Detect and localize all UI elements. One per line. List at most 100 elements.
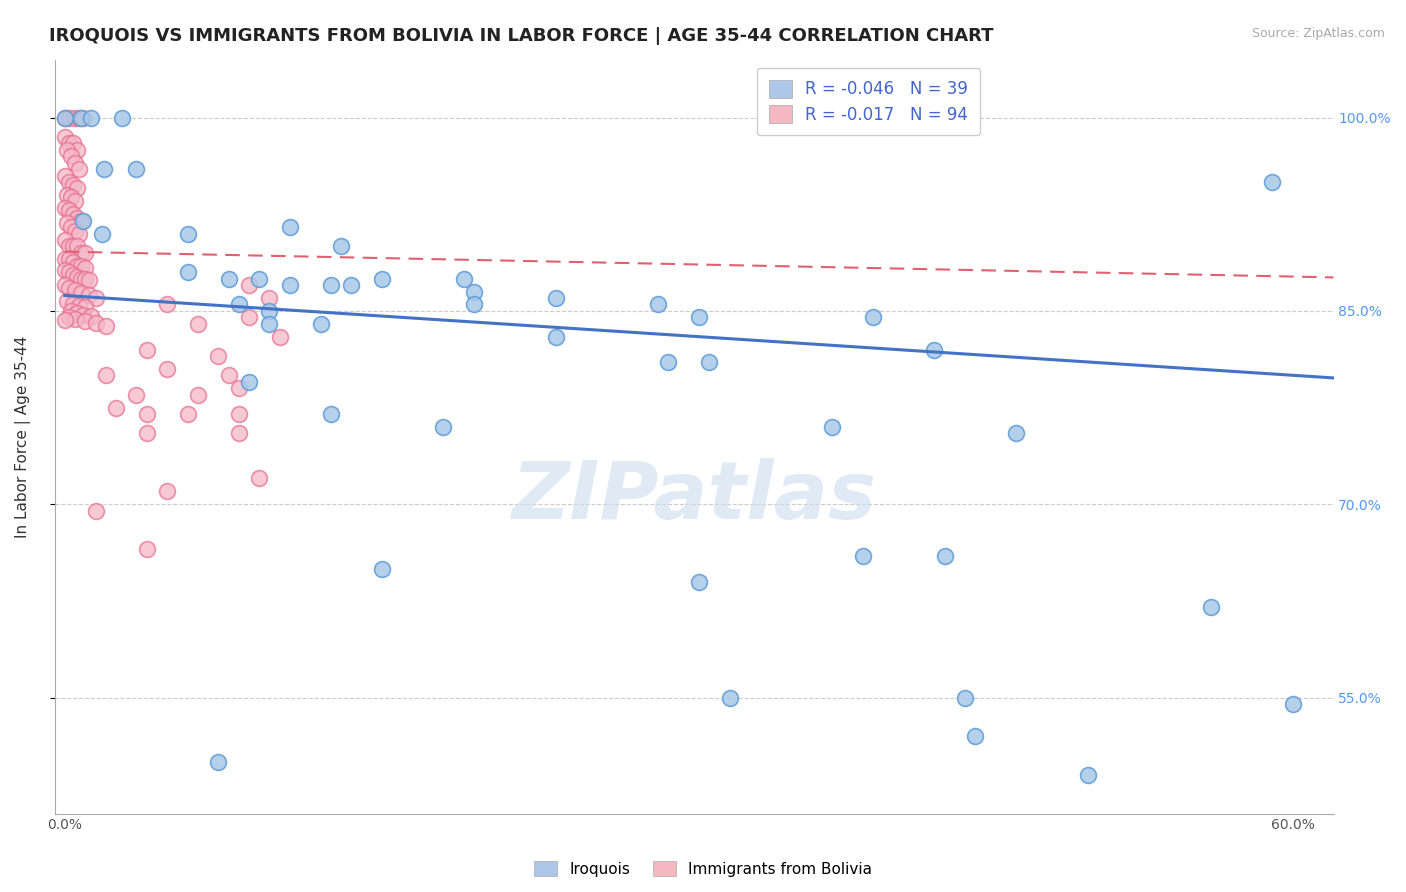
Point [218, 368, 240, 383]
Point [56, 293, 79, 308]
Point [330, 239, 353, 253]
Point [688, 574, 710, 589]
Point [59, 149, 82, 163]
Point [965, 729, 987, 743]
Point [94, 319, 117, 334]
Point [156, 362, 179, 376]
Point [371, 562, 394, 576]
Point [70, 259, 93, 273]
Point [63, 111, 86, 125]
Point [62, 207, 84, 221]
Point [176, 407, 198, 421]
Legend: R = -0.046   N = 39, R = -0.017   N = 94: R = -0.046 N = 39, R = -0.017 N = 94 [756, 68, 980, 136]
Point [80, 309, 103, 323]
Point [53, 262, 76, 277]
Point [862, 310, 884, 325]
Point [463, 285, 485, 299]
Point [79, 288, 101, 302]
Point [228, 426, 250, 441]
Point [53, 130, 76, 145]
Point [218, 271, 240, 285]
Point [66, 143, 89, 157]
Point [84, 504, 107, 518]
Point [657, 355, 679, 369]
Point [852, 549, 875, 563]
Point [56, 216, 79, 230]
Point [278, 278, 301, 293]
Point [135, 343, 157, 357]
Point [66, 259, 89, 273]
Point [67, 299, 90, 313]
Point [53, 201, 76, 215]
Point [70, 111, 93, 125]
Point [63, 155, 86, 169]
Point [67, 227, 90, 241]
Point [156, 297, 179, 311]
Point [156, 484, 179, 499]
Point [934, 549, 956, 563]
Point [125, 162, 148, 177]
Point [66, 211, 89, 226]
Point [1261, 175, 1284, 189]
Point [247, 471, 270, 485]
Point [70, 271, 93, 285]
Point [453, 271, 475, 285]
Point [53, 313, 76, 327]
Point [80, 111, 103, 125]
Point [319, 407, 342, 421]
Point [309, 317, 332, 331]
Point [53, 278, 76, 293]
Point [58, 111, 80, 125]
Text: IROQUOIS VS IMMIGRANTS FROM BOLIVIA IN LABOR FORCE | AGE 35-44 CORRELATION CHART: IROQUOIS VS IMMIGRANTS FROM BOLIVIA IN L… [49, 27, 994, 45]
Point [259, 291, 281, 305]
Point [319, 278, 342, 293]
Point [53, 252, 76, 267]
Point [58, 310, 80, 325]
Point [66, 181, 89, 195]
Point [94, 368, 117, 383]
Point [135, 407, 157, 421]
Point [1281, 697, 1303, 711]
Point [62, 255, 84, 269]
Point [58, 281, 80, 295]
Point [58, 265, 80, 279]
Point [371, 271, 394, 285]
Point [62, 268, 84, 282]
Point [135, 426, 157, 441]
Y-axis label: In Labor Force | Age 35-44: In Labor Force | Age 35-44 [15, 335, 31, 538]
Point [75, 300, 97, 314]
Point [67, 162, 90, 177]
Point [259, 317, 281, 331]
Point [1005, 426, 1028, 441]
Point [228, 407, 250, 421]
Point [67, 111, 90, 125]
Point [688, 310, 710, 325]
Point [70, 246, 93, 260]
Point [63, 283, 86, 297]
Point [62, 178, 84, 192]
Point [718, 690, 741, 705]
Text: Source: ZipAtlas.com: Source: ZipAtlas.com [1251, 27, 1385, 40]
Point [58, 136, 80, 151]
Point [90, 227, 112, 241]
Point [58, 203, 80, 218]
Point [207, 349, 229, 363]
Point [228, 381, 250, 395]
Point [79, 273, 101, 287]
Point [58, 252, 80, 267]
Point [84, 291, 107, 305]
Point [56, 143, 79, 157]
Point [135, 542, 157, 557]
Point [105, 401, 128, 415]
Point [70, 213, 93, 227]
Point [340, 278, 363, 293]
Point [176, 265, 198, 279]
Point [187, 387, 209, 401]
Point [125, 387, 148, 401]
Point [176, 227, 198, 241]
Point [1077, 768, 1099, 782]
Point [247, 271, 270, 285]
Point [75, 271, 97, 285]
Point [821, 420, 844, 434]
Point [238, 310, 260, 325]
